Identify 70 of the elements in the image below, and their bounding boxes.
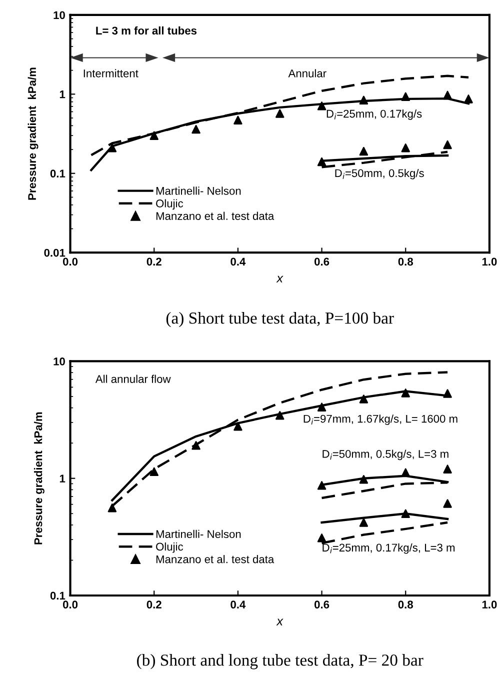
x-axis-title: x	[276, 276, 284, 282]
y-axis-title: Pressure gradient kPa/m	[28, 68, 38, 200]
x-tick-label: 0.0	[62, 258, 78, 266]
y-tick-label: 1	[60, 474, 66, 482]
annotation: D$_{i}$=25mm, 0.17kg/s	[326, 110, 422, 120]
point	[443, 389, 452, 398]
annotation: D$_{i}$=50mm, 0.5kg/s, L=3 m	[322, 450, 448, 460]
point	[234, 116, 242, 124]
x-tick-label: 1.0	[482, 600, 497, 609]
point	[401, 388, 410, 398]
point	[464, 94, 473, 104]
annotation: D$_{i}$=50mm, 0.5kg/s	[335, 168, 424, 180]
x-tick-label: 1.0	[482, 258, 497, 266]
legend-label: Martinelli- Nelson	[156, 186, 241, 195]
point	[108, 143, 117, 152]
point	[275, 109, 284, 118]
point	[108, 503, 117, 512]
point	[359, 475, 368, 484]
point	[150, 131, 158, 140]
x-axis-title: x	[276, 618, 284, 626]
x-tick-label: 0.8	[398, 258, 413, 266]
point	[150, 467, 158, 476]
x-tick-label: 0.0	[62, 600, 78, 609]
point	[317, 481, 326, 490]
point	[443, 140, 452, 150]
legend-label: Manzano et al. test data	[156, 555, 274, 564]
point	[192, 124, 200, 134]
x-tick-label: 0.6	[314, 600, 330, 609]
annotation: L= 3 m for all tubes	[96, 26, 197, 35]
point	[317, 157, 326, 166]
point	[359, 146, 368, 156]
point	[359, 518, 368, 527]
y-axis-title: Pressure gradient kPa/m	[34, 412, 44, 544]
x-tick-label: 0.2	[146, 258, 162, 266]
x-tick-label: 0.4	[230, 258, 246, 266]
annotation: Annular	[288, 69, 326, 78]
point	[443, 90, 452, 100]
point	[401, 509, 410, 518]
x-tick-label: 0.8	[398, 600, 413, 609]
y-tick-label: 0.1	[50, 170, 66, 178]
y-tick-label: 0.1	[50, 592, 66, 600]
point	[234, 422, 242, 431]
x-tick-label: 0.2	[146, 600, 162, 609]
point	[359, 394, 368, 404]
x-tick-label: 0.6	[314, 258, 330, 266]
legend-label: Olujic	[156, 199, 184, 210]
annotation: D$_{i}$=97mm, 1.67kg/s, L= 1600 m	[304, 414, 458, 425]
text: (a) Short tube test data, P=100 bar	[166, 312, 394, 328]
legend-label: Manzano et al. test data	[156, 212, 274, 220]
point	[443, 464, 452, 474]
y-tick-label: 10	[54, 11, 65, 20]
annotation: Intermittent	[84, 69, 138, 78]
legend-label: Martinelli- Nelson	[156, 530, 241, 538]
y-tick-label: 1	[60, 90, 66, 98]
point	[317, 402, 326, 412]
y-tick-label: 0.01	[44, 248, 66, 257]
point	[317, 534, 326, 542]
point	[401, 143, 410, 152]
text: (b) Short and long tube test data, P= 20 bar	[137, 654, 424, 670]
point	[275, 410, 284, 420]
point	[359, 96, 368, 105]
annotation: All annular flow	[95, 374, 171, 383]
point	[192, 441, 200, 450]
point	[317, 102, 326, 110]
y-tick-label: 10	[54, 357, 65, 366]
point	[443, 499, 452, 508]
x-tick-label: 0.4	[230, 600, 246, 609]
annotation: D$_{i}$=25mm, 0.17kg/s, L=3 m	[322, 543, 455, 554]
legend-label: Olujic	[156, 542, 184, 553]
point	[401, 92, 410, 102]
